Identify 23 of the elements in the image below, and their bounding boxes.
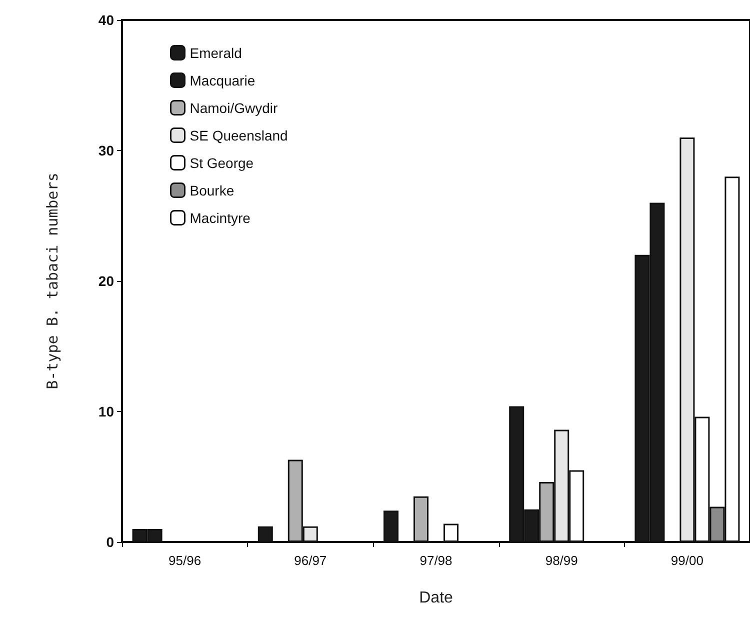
legend-label: SE Queensland [190, 127, 288, 144]
legend-label: Emerald [190, 44, 242, 61]
x-tick-label: 95/96 [168, 553, 202, 568]
y-tick-label: 10 [98, 404, 114, 420]
x-tick-label: 97/98 [420, 553, 452, 568]
y-tick-label: 30 [98, 142, 114, 158]
x-tick-label: 96/97 [294, 553, 327, 568]
x-tick-label: 99/00 [670, 553, 704, 568]
legend-label: Bourke [190, 182, 234, 198]
legend-label: Namoi/Gwydir [190, 100, 278, 116]
bar [444, 524, 458, 542]
legend-label: Macintyre [190, 210, 251, 226]
y-tick-label: 40 [98, 12, 114, 28]
legend-label: Macquarie [190, 72, 256, 88]
bar [258, 526, 273, 542]
x-tick-label: 98/99 [545, 553, 578, 568]
x-axis-title: Date [419, 590, 453, 606]
y-tick-label: 0 [106, 534, 114, 550]
legend-label: St George [190, 154, 254, 171]
y-tick-label: 20 [98, 273, 114, 289]
y-axis-title: B-type B. tabaci numbers [44, 172, 62, 390]
bar [414, 496, 428, 542]
bar [384, 510, 398, 542]
